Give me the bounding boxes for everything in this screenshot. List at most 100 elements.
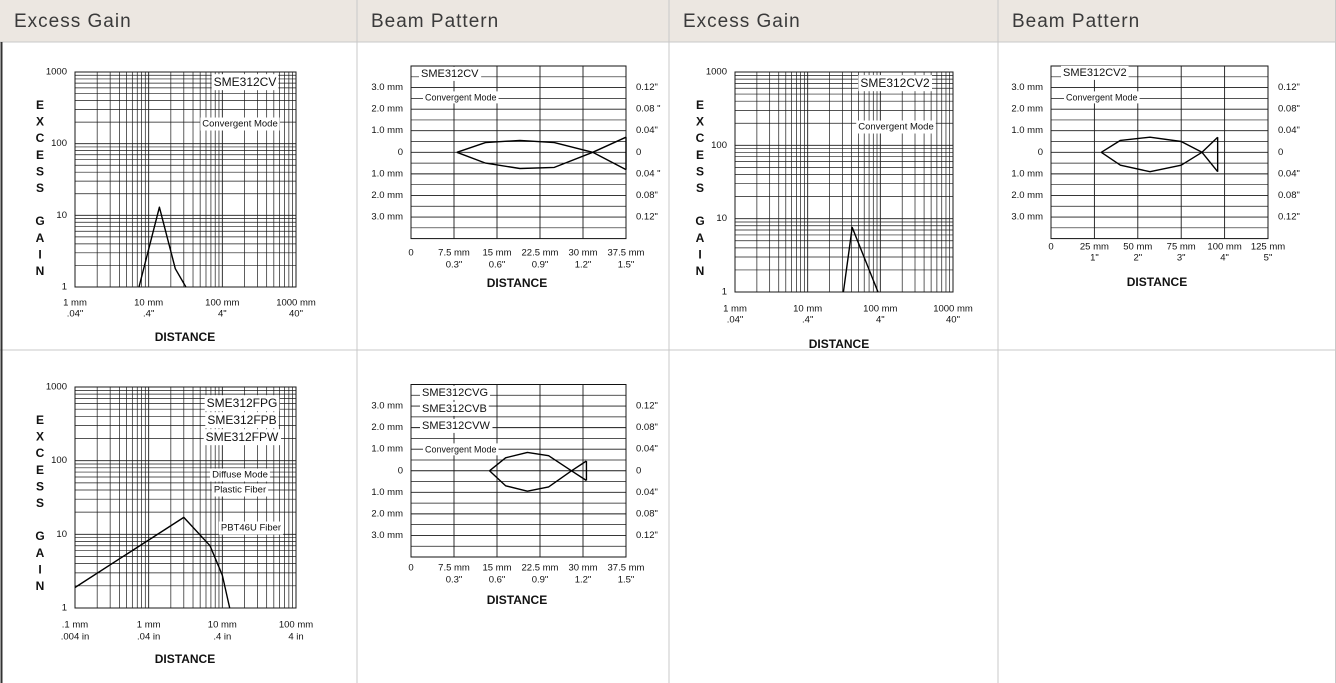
- header-background: [0, 0, 1336, 42]
- x2-tick-label: .04 in: [137, 632, 160, 643]
- annotation-background: [205, 412, 279, 429]
- x2-tick-label: 0.6": [489, 260, 506, 271]
- x2-tick-label: 1.5": [618, 575, 635, 586]
- x-tick-label: 125 mm: [1251, 242, 1285, 253]
- x-axis-title: DISTANCE: [487, 593, 547, 607]
- y-tick-label: 2.0 mm: [371, 104, 403, 115]
- annotation-background: [423, 443, 499, 456]
- y2-tick-label: 0.12": [1278, 212, 1300, 223]
- y-tick-label: 3.0 mm: [371, 212, 403, 223]
- x2-tick-label: 4": [1220, 253, 1229, 264]
- annotation: Plastic Fiber: [214, 485, 266, 496]
- y2-tick-label: 0.12": [636, 530, 658, 541]
- column-header: Excess Gain: [683, 11, 801, 32]
- y2-tick-label: 0: [636, 147, 641, 158]
- y-tick-label: 3.0 mm: [371, 530, 403, 541]
- series-line: [74, 516, 231, 609]
- annotation: SME312CV2: [1063, 67, 1127, 79]
- y-tick-label: 1.0 mm: [371, 487, 403, 498]
- x-axis-title: DISTANCE: [487, 276, 547, 290]
- annotation: SME312CVG: [422, 387, 488, 399]
- x-tick-label: 1 mm: [137, 620, 161, 631]
- y-tick-label: 0: [1038, 147, 1043, 158]
- y-tick-label: 0: [398, 465, 403, 476]
- x-tick-label: 1000 mm: [933, 304, 973, 315]
- x-tick-label: 37.5 mm: [608, 248, 645, 259]
- y-tick-label: 1000: [46, 382, 67, 393]
- annotation: Convergent Mode: [425, 444, 497, 454]
- x-tick-label: 7.5 mm: [438, 248, 470, 259]
- x-tick-label: 1 mm: [63, 298, 87, 309]
- y-tick-label: 1.0 mm: [371, 125, 403, 136]
- x-tick-label: 0: [1048, 242, 1053, 253]
- annotation-background: [420, 418, 493, 433]
- y-tick-label: 1.0 mm: [1011, 168, 1043, 179]
- x2-tick-label: 0.9": [532, 260, 549, 271]
- annotation: SME312FPB: [207, 413, 276, 427]
- series-line: [138, 206, 187, 288]
- y-tick-label: 2.0 mm: [371, 422, 403, 433]
- y-tick-label: 1000: [46, 67, 67, 78]
- x-tick-label: 37.5 mm: [608, 563, 645, 574]
- y-tick-label: 100: [711, 140, 727, 151]
- x-tick-label: 10 mm: [134, 298, 163, 309]
- series-line: [842, 226, 879, 293]
- x-tick-label: .1 mm: [62, 620, 88, 631]
- annotation-background: [211, 74, 279, 91]
- y2-tick-label: 0.08": [636, 190, 658, 201]
- y2-tick-label: 0: [1278, 147, 1283, 158]
- y-tick-label: 3.0 mm: [1011, 212, 1043, 223]
- y-tick-label: 3.0 mm: [371, 82, 403, 93]
- series-line: [489, 451, 587, 482]
- series-line: [456, 136, 627, 170]
- x2-tick-label: 40": [289, 309, 303, 320]
- annotation: Convergent Mode: [858, 122, 934, 133]
- y2-tick-label: 0.04": [1278, 168, 1300, 179]
- y2-tick-label: 0.04": [1278, 125, 1300, 136]
- y-tick-label: 10: [56, 210, 67, 221]
- y-tick-label: 100: [51, 455, 67, 466]
- plot-frame: [734, 71, 954, 293]
- column-header: Excess Gain: [14, 11, 132, 32]
- y-tick-label: 0: [398, 147, 403, 158]
- x-tick-label: 100 mm: [1207, 242, 1241, 253]
- x2-tick-label: 2": [1133, 253, 1142, 264]
- x2-tick-label: 0.3": [446, 575, 463, 586]
- x-axis-title: DISTANCE: [155, 652, 215, 666]
- y2-tick-label: 0.12": [636, 401, 658, 412]
- annotation: SME312CV: [421, 68, 479, 80]
- x-tick-label: 1 mm: [723, 304, 747, 315]
- y2-tick-label: 0.12": [1278, 82, 1300, 93]
- annotation: PBT46U Fiber: [221, 523, 281, 534]
- y-tick-label: 3.0 mm: [1011, 82, 1043, 93]
- x-tick-label: 100 mm: [205, 298, 239, 309]
- y-tick-label: 1.0 mm: [1011, 125, 1043, 136]
- x2-tick-label: 4": [218, 309, 227, 320]
- x-tick-label: 22.5 mm: [522, 563, 559, 574]
- annotation: SME312CV2: [860, 76, 930, 90]
- annotation-background: [218, 521, 284, 535]
- y-tick-label: 1.0 mm: [371, 444, 403, 455]
- x2-tick-label: 0.9": [532, 575, 549, 586]
- y2-tick-label: 0.04": [636, 444, 658, 455]
- y-tick-label: 3.0 mm: [371, 401, 403, 412]
- annotation: SME312CVB: [422, 403, 487, 415]
- x2-tick-label: 1.2": [575, 575, 592, 586]
- annotation-background: [856, 120, 936, 134]
- y2-tick-label: 0.12": [636, 212, 658, 223]
- y2-tick-label: 0: [636, 465, 641, 476]
- y2-tick-label: 0.12": [636, 82, 658, 93]
- x2-tick-label: 4": [876, 315, 885, 326]
- y-tick-label: 2.0 mm: [1011, 190, 1043, 201]
- annotation-background: [1061, 65, 1129, 80]
- x2-tick-label: 1.5": [618, 260, 635, 271]
- annotation: SME312FPW: [206, 430, 279, 444]
- y-tick-label: 1: [62, 282, 67, 293]
- x-tick-label: 100 mm: [863, 304, 897, 315]
- annotation-background: [420, 385, 491, 400]
- series-line: [489, 460, 587, 492]
- annotation: SME312FPG: [207, 396, 278, 410]
- x2-tick-label: 0.3": [446, 260, 463, 271]
- y2-tick-label: 0.08 ": [636, 104, 661, 115]
- annotation-background: [423, 91, 499, 104]
